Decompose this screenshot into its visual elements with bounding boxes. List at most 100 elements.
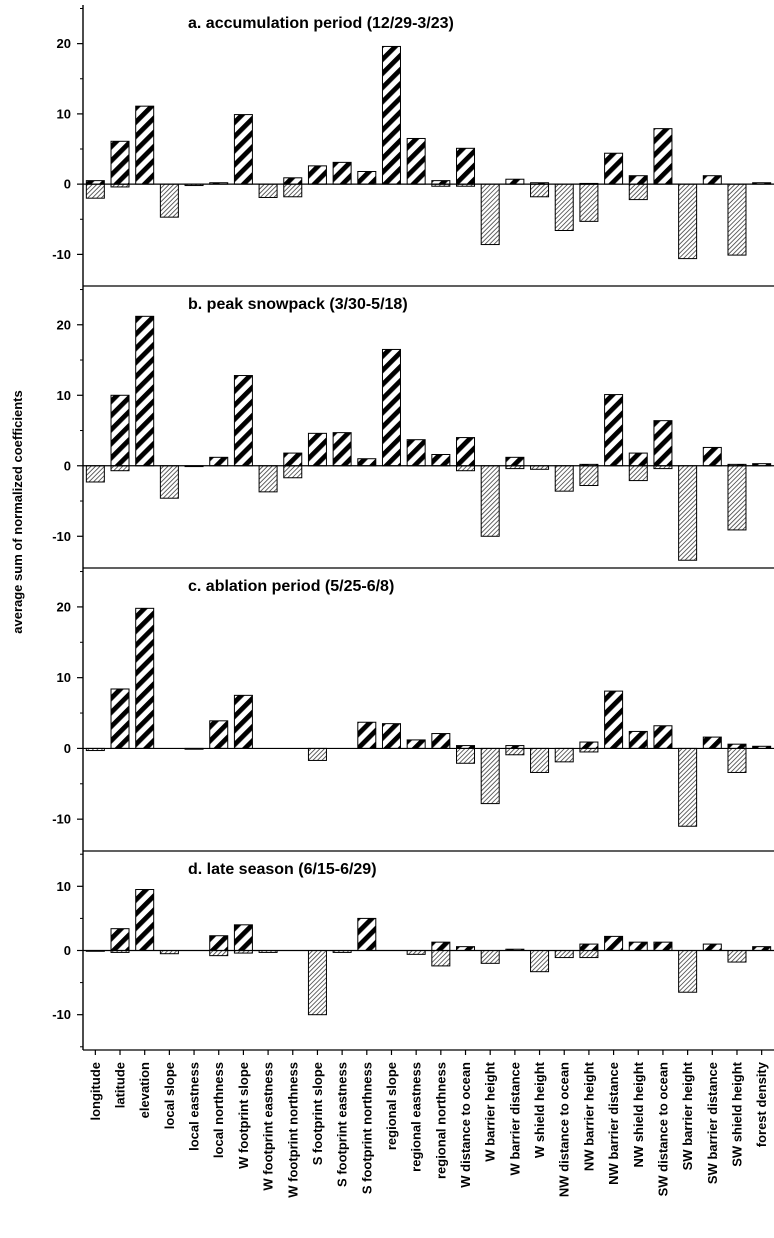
bar-positive: [702, 736, 722, 749]
panel-title: d. late season (6/15-6/29): [188, 861, 377, 878]
bar-negative: [727, 465, 747, 531]
bar-positive: [209, 456, 229, 467]
bar-positive: [505, 456, 525, 467]
bar-negative: [678, 183, 698, 260]
bar-negative: [258, 465, 278, 493]
bar-negative: [554, 950, 574, 959]
y-tick-label: 20: [57, 36, 71, 51]
y-tick-label: 10: [57, 879, 71, 894]
panel-title: b. peak snowpack (3/30-5/18): [188, 296, 408, 313]
bar-negative: [85, 183, 105, 199]
x-category-label: NW barrier height: [581, 1061, 596, 1171]
bar-negative: [480, 950, 500, 964]
bar-negative: [678, 747, 698, 827]
bar-negative: [727, 183, 747, 256]
bar-negative: [110, 465, 130, 472]
bar-positive: [332, 432, 352, 467]
y-tick-label: 0: [64, 741, 71, 756]
bar-negative: [283, 183, 303, 198]
x-category-label: forest density: [754, 1061, 769, 1147]
bar-positive: [406, 739, 426, 749]
y-tick-label: 0: [64, 943, 71, 958]
bar-positive: [332, 161, 352, 185]
x-category-label: W distance to ocean: [458, 1062, 473, 1188]
x-category-label: S footprint slope: [310, 1062, 325, 1165]
x-category-label: latitude: [113, 1062, 128, 1108]
bar-positive: [357, 721, 377, 749]
bar-negative: [209, 950, 229, 957]
bar-positive: [653, 941, 673, 952]
bar-positive: [604, 152, 624, 185]
bar-positive: [233, 114, 253, 185]
bar-positive: [727, 743, 747, 749]
bar-positive: [628, 941, 648, 952]
bar-positive: [653, 128, 673, 185]
x-category-label: SW barrier height: [680, 1061, 695, 1170]
bar-positive: [579, 943, 599, 951]
bar-positive: [431, 941, 451, 952]
bar-negative: [554, 183, 574, 232]
bar-negative: [530, 747, 550, 773]
panel-title: c. ablation period (5/25-6/8): [188, 578, 394, 595]
bar-negative: [480, 747, 500, 805]
bar-positive: [209, 720, 229, 749]
bar-positive: [381, 348, 401, 467]
bar-positive: [357, 170, 377, 185]
x-category-label: S footprint eastness: [335, 1062, 350, 1187]
bar-positive: [406, 137, 426, 185]
y-tick-label: 20: [57, 599, 71, 614]
bar-positive: [135, 889, 155, 951]
bar-negative: [258, 183, 278, 198]
bar-negative: [628, 183, 648, 201]
bar-positive: [233, 694, 253, 749]
x-category-label: elevation: [137, 1062, 152, 1118]
bar-positive: [406, 439, 426, 467]
bar-positive: [431, 733, 451, 749]
bar-negative: [530, 183, 550, 198]
y-tick-label: 10: [57, 670, 71, 685]
bar-positive: [456, 147, 476, 185]
x-category-label: local northness: [211, 1062, 226, 1158]
bar-positive: [110, 928, 130, 951]
bar-negative: [307, 950, 327, 1016]
x-category-label: NW barrier distance: [606, 1062, 621, 1185]
y-axis-title: average sum of normalized coefficients: [10, 390, 25, 633]
bar-negative: [554, 747, 574, 763]
x-category-label: W barrier distance: [507, 1062, 522, 1175]
panel-title: a. accumulation period (12/29-3/23): [188, 15, 454, 32]
bar-positive: [110, 394, 130, 467]
bar-positive: [357, 458, 377, 467]
y-tick-label: -10: [52, 812, 71, 827]
bar-positive: [283, 177, 303, 185]
bar-negative: [159, 465, 179, 499]
bar-positive: [307, 165, 327, 185]
x-category-label: local slope: [162, 1062, 177, 1129]
bar-positive: [233, 375, 253, 467]
x-category-label: regional slope: [384, 1062, 399, 1150]
bar-negative: [628, 465, 648, 482]
x-category-label: regional northness: [433, 1062, 448, 1179]
y-tick-label: -10: [52, 529, 71, 544]
bar-positive: [702, 943, 722, 951]
bar-positive: [135, 607, 155, 749]
x-category-label: longitude: [88, 1062, 103, 1121]
x-category-label: W footprint slope: [236, 1062, 251, 1169]
bar-positive: [456, 437, 476, 467]
bar-negative: [678, 465, 698, 561]
bar-negative: [159, 183, 179, 218]
bar-positive: [628, 730, 648, 749]
bar-positive: [209, 935, 229, 951]
bar-positive: [653, 420, 673, 467]
bar-negative: [431, 950, 451, 967]
bar-positive: [505, 178, 525, 185]
y-tick-label: 0: [64, 458, 71, 473]
bar-positive: [604, 394, 624, 467]
bar-positive: [653, 725, 673, 749]
bar-negative: [530, 950, 550, 973]
bar-positive: [307, 432, 327, 467]
bar-negative: [727, 950, 747, 963]
y-tick-label: 0: [64, 177, 71, 192]
bar-positive: [702, 446, 722, 467]
